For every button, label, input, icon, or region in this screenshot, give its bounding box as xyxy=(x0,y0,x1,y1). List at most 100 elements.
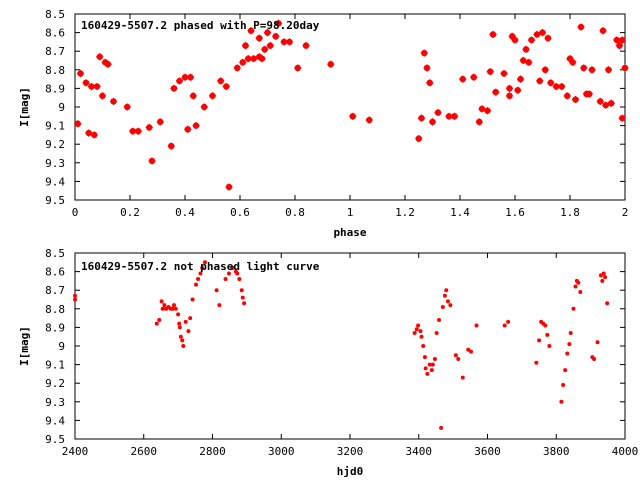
data-point xyxy=(255,34,263,42)
data-point xyxy=(618,36,626,44)
axis-ticks: 0 0.2 0.4 0.6 0.8 1 1.2 1.4 1.6 1.8 2 8.5 8.6 8.7 8.8 8… xyxy=(45,8,628,219)
data-point xyxy=(489,30,497,39)
y-axis-label: I[mag] xyxy=(18,87,31,127)
data-point xyxy=(227,271,231,276)
data-point xyxy=(492,88,500,96)
data-point xyxy=(217,303,222,308)
data-point xyxy=(483,107,492,115)
data-point xyxy=(456,357,461,362)
data-point xyxy=(241,42,250,50)
data-point xyxy=(183,319,188,324)
y-tick-label: 9 xyxy=(58,101,65,114)
data-point xyxy=(327,60,335,68)
y-tick-label: 8.6 xyxy=(45,27,65,40)
data-point xyxy=(475,118,483,126)
y-tick-label: 8.8 xyxy=(45,303,65,316)
data-point xyxy=(563,92,571,100)
data-point xyxy=(615,42,624,50)
x-axis-label: hjd0 xyxy=(337,465,364,478)
data-point xyxy=(98,92,107,100)
data-point xyxy=(534,360,539,365)
y-tick-label: 9 xyxy=(58,340,65,353)
data-point xyxy=(208,92,217,100)
data-point xyxy=(602,101,610,109)
data-point xyxy=(607,99,615,107)
x-tick-label: 1.8 xyxy=(560,206,580,219)
data-point xyxy=(559,399,564,404)
data-point xyxy=(565,351,570,356)
data-point xyxy=(239,288,244,293)
data-point xyxy=(196,277,201,282)
data-point xyxy=(596,97,604,106)
data-point xyxy=(448,303,453,308)
x-tick-label: 4000 xyxy=(612,445,639,458)
data-point xyxy=(167,142,175,150)
data-point xyxy=(425,371,430,376)
data-point xyxy=(536,77,544,85)
data-point xyxy=(184,125,192,133)
y-tick-label: 8.7 xyxy=(45,45,65,58)
chart-title: 160429-5507.2 not phased light curve xyxy=(81,260,320,273)
y-tick-label: 9.2 xyxy=(45,377,65,390)
data-point xyxy=(445,299,450,304)
data-point xyxy=(148,157,156,165)
data-point xyxy=(180,338,185,343)
x-tick-label: 3800 xyxy=(543,445,570,458)
data-point xyxy=(486,68,494,76)
data-point xyxy=(423,366,428,371)
data-point xyxy=(547,344,552,348)
data-point xyxy=(419,334,424,339)
x-tick-label: 1.2 xyxy=(395,206,415,219)
y-tick-label: 9.5 xyxy=(45,433,65,446)
data-point xyxy=(96,53,104,61)
data-point xyxy=(129,127,137,135)
data-point xyxy=(519,56,527,65)
data-point xyxy=(516,75,525,83)
phased-light-curve-panel: 0 0.2 0.4 0.6 0.8 1 1.2 1.4 1.6 1.8 2 8.5 8.6 8.7 8.8 8… xyxy=(18,8,629,239)
y-tick-label: 9.5 xyxy=(45,194,65,207)
x-tick-label: 3000 xyxy=(268,445,295,458)
data-point xyxy=(437,317,442,322)
data-point xyxy=(247,27,255,35)
data-point xyxy=(444,288,449,293)
y-tick-label: 9.2 xyxy=(45,138,65,151)
x-tick-label: 0.8 xyxy=(285,206,305,219)
y-tick-label: 9.1 xyxy=(45,359,65,372)
y-tick-label: 8.9 xyxy=(45,321,65,334)
data-point xyxy=(349,112,357,120)
data-point xyxy=(618,114,626,122)
data-point xyxy=(580,64,588,72)
data-point xyxy=(365,116,373,124)
data-point xyxy=(563,368,568,373)
data-point xyxy=(460,375,465,380)
data-point xyxy=(242,301,247,306)
data-point xyxy=(533,30,541,39)
axis-ticks: 2400 2600 2800 3000 3200 3400 3600 3800 4000 8.5 8… xyxy=(45,247,638,458)
data-point xyxy=(478,105,486,113)
data-point xyxy=(453,353,458,358)
data-point xyxy=(237,277,242,282)
chart-title: 160429-5507.2 phased with P=98.20day xyxy=(81,19,320,32)
data-point xyxy=(177,321,182,326)
data-point xyxy=(258,55,266,63)
data-point xyxy=(544,34,552,42)
x-axis-label: phase xyxy=(333,226,366,239)
data-point xyxy=(442,293,447,298)
data-point xyxy=(440,304,445,309)
data-point xyxy=(272,32,280,40)
x-tick-label: 2800 xyxy=(199,445,226,458)
y-tick-label: 8.7 xyxy=(45,284,65,297)
y-tick-label: 8.5 xyxy=(45,8,65,21)
data-point xyxy=(225,183,233,191)
data-point xyxy=(134,127,142,135)
data-point xyxy=(263,29,272,37)
data-point xyxy=(235,271,240,276)
x-tick-label: 3400 xyxy=(406,445,433,458)
data-point xyxy=(285,38,294,46)
data-point xyxy=(500,69,508,78)
data-point xyxy=(202,260,207,265)
data-point xyxy=(541,66,549,74)
data-point xyxy=(192,122,200,130)
data-point xyxy=(222,82,230,91)
